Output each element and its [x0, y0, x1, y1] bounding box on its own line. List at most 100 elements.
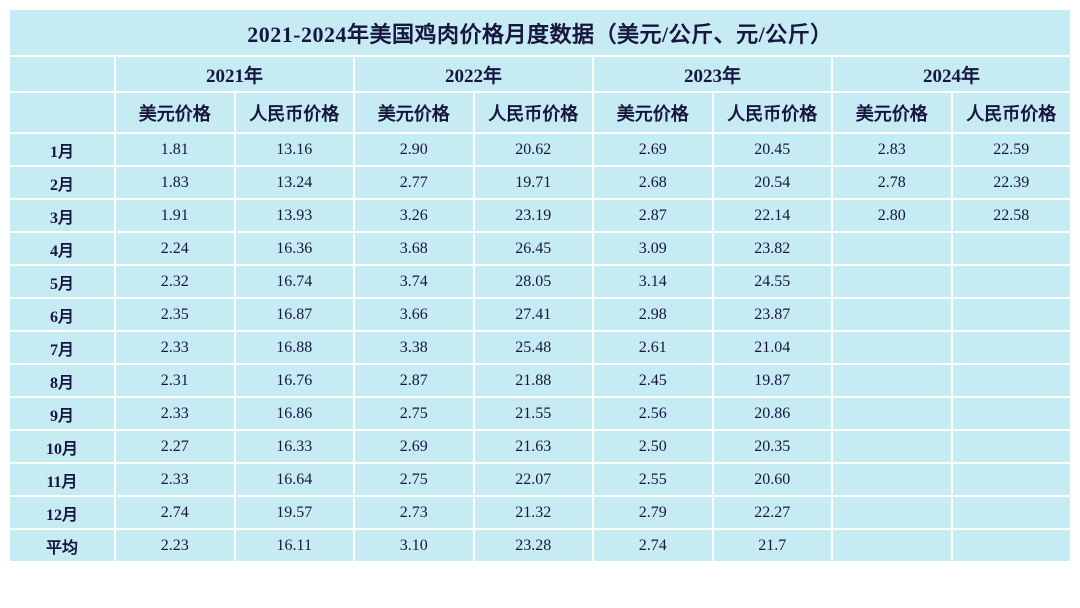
data-cell — [833, 464, 951, 495]
data-cell — [952, 431, 1070, 462]
data-cell: 16.88 — [235, 332, 353, 363]
data-cell: 2.77 — [355, 167, 473, 198]
data-cell: 2.27 — [116, 431, 234, 462]
table-row: 1月 1.81 13.16 2.90 20.62 2.69 20.45 2.83 22.59 — [10, 134, 1070, 165]
data-cell — [833, 266, 951, 297]
year-header: 2023年 — [594, 57, 831, 91]
data-cell: 3.66 — [355, 299, 473, 330]
data-cell: 21.04 — [713, 332, 831, 363]
data-cell: 22.39 — [952, 167, 1070, 198]
data-cell: 2.79 — [594, 497, 712, 528]
sub-header-cny: 人民币价格 — [474, 93, 592, 132]
sub-header-cny: 人民币价格 — [713, 93, 831, 132]
data-cell: 19.87 — [713, 365, 831, 396]
data-cell: 2.33 — [116, 398, 234, 429]
data-cell: 2.45 — [594, 365, 712, 396]
data-cell: 2.73 — [355, 497, 473, 528]
row-label: 3月 — [10, 200, 114, 231]
data-cell: 26.45 — [474, 233, 592, 264]
table-body: 1月 1.81 13.16 2.90 20.62 2.69 20.45 2.83 22.59 2月… — [10, 134, 1070, 561]
data-cell: 2.75 — [355, 464, 473, 495]
table-row: 5月 2.32 16.74 3.74 28.05 3.14 24.55 — [10, 266, 1070, 297]
data-cell: 2.55 — [594, 464, 712, 495]
data-cell — [952, 299, 1070, 330]
data-cell: 2.31 — [116, 365, 234, 396]
data-cell: 22.27 — [713, 497, 831, 528]
data-cell — [833, 332, 951, 363]
data-cell: 2.78 — [833, 167, 951, 198]
data-cell: 22.14 — [713, 200, 831, 231]
data-cell — [952, 530, 1070, 561]
data-cell: 2.33 — [116, 332, 234, 363]
data-cell — [833, 431, 951, 462]
data-cell — [952, 233, 1070, 264]
data-cell: 21.7 — [713, 530, 831, 561]
data-cell: 16.33 — [235, 431, 353, 462]
row-label: 平均 — [10, 530, 114, 561]
data-cell: 20.60 — [713, 464, 831, 495]
sub-header-cny: 人民币价格 — [235, 93, 353, 132]
data-cell — [833, 530, 951, 561]
data-cell: 2.83 — [833, 134, 951, 165]
data-cell: 20.35 — [713, 431, 831, 462]
data-cell — [952, 332, 1070, 363]
data-cell: 2.33 — [116, 464, 234, 495]
data-cell: 1.91 — [116, 200, 234, 231]
data-cell — [952, 464, 1070, 495]
table-head: 2021-2024年美国鸡肉价格月度数据（美元/公斤、元/公斤） 2021年 20… — [10, 10, 1070, 132]
row-label: 10月 — [10, 431, 114, 462]
sub-header-usd: 美元价格 — [594, 93, 712, 132]
data-cell: 21.55 — [474, 398, 592, 429]
data-cell: 16.74 — [235, 266, 353, 297]
row-label: 7月 — [10, 332, 114, 363]
data-cell: 2.35 — [116, 299, 234, 330]
row-label: 8月 — [10, 365, 114, 396]
data-cell: 19.57 — [235, 497, 353, 528]
table-row: 11月 2.33 16.64 2.75 22.07 2.55 20.60 — [10, 464, 1070, 495]
data-cell: 2.87 — [355, 365, 473, 396]
data-cell: 20.86 — [713, 398, 831, 429]
data-cell: 3.10 — [355, 530, 473, 561]
title-row: 2021-2024年美国鸡肉价格月度数据（美元/公斤、元/公斤） — [10, 10, 1070, 55]
data-cell: 13.93 — [235, 200, 353, 231]
data-cell: 25.48 — [474, 332, 592, 363]
data-cell — [952, 266, 1070, 297]
data-cell: 2.69 — [355, 431, 473, 462]
row-label: 5月 — [10, 266, 114, 297]
table-page: 2021-2024年美国鸡肉价格月度数据（美元/公斤、元/公斤） 2021年 20… — [8, 8, 1072, 563]
data-cell — [833, 233, 951, 264]
data-cell: 1.83 — [116, 167, 234, 198]
data-cell: 23.28 — [474, 530, 592, 561]
data-cell — [952, 365, 1070, 396]
data-cell: 2.23 — [116, 530, 234, 561]
data-cell — [833, 365, 951, 396]
data-cell: 19.71 — [474, 167, 592, 198]
data-cell — [952, 497, 1070, 528]
table-row: 2月 1.83 13.24 2.77 19.71 2.68 20.54 2.78 22.39 — [10, 167, 1070, 198]
data-cell: 24.55 — [713, 266, 831, 297]
data-cell: 3.38 — [355, 332, 473, 363]
data-cell: 16.87 — [235, 299, 353, 330]
data-cell: 2.75 — [355, 398, 473, 429]
data-cell: 22.59 — [952, 134, 1070, 165]
data-cell — [833, 299, 951, 330]
sub-header-usd: 美元价格 — [116, 93, 234, 132]
data-cell: 2.32 — [116, 266, 234, 297]
data-cell: 16.64 — [235, 464, 353, 495]
sub-header-cny: 人民币价格 — [952, 93, 1070, 132]
price-table: 2021-2024年美国鸡肉价格月度数据（美元/公斤、元/公斤） 2021年 20… — [8, 8, 1072, 563]
data-cell: 2.90 — [355, 134, 473, 165]
data-cell: 2.74 — [116, 497, 234, 528]
row-label: 11月 — [10, 464, 114, 495]
corner-cell — [10, 93, 114, 132]
data-cell: 23.19 — [474, 200, 592, 231]
sub-header-row: 美元价格 人民币价格 美元价格 人民币价格 美元价格 人民币价格 美元价格 人民币价格 — [10, 93, 1070, 132]
row-label: 12月 — [10, 497, 114, 528]
table-row: 8月 2.31 16.76 2.87 21.88 2.45 19.87 — [10, 365, 1070, 396]
sub-header-usd: 美元价格 — [355, 93, 473, 132]
data-cell: 2.74 — [594, 530, 712, 561]
table-row: 12月 2.74 19.57 2.73 21.32 2.79 22.27 — [10, 497, 1070, 528]
data-cell: 2.24 — [116, 233, 234, 264]
row-label: 6月 — [10, 299, 114, 330]
data-cell: 22.58 — [952, 200, 1070, 231]
